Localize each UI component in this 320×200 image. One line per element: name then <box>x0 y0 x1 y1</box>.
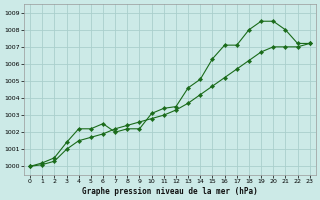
X-axis label: Graphe pression niveau de la mer (hPa): Graphe pression niveau de la mer (hPa) <box>82 187 258 196</box>
